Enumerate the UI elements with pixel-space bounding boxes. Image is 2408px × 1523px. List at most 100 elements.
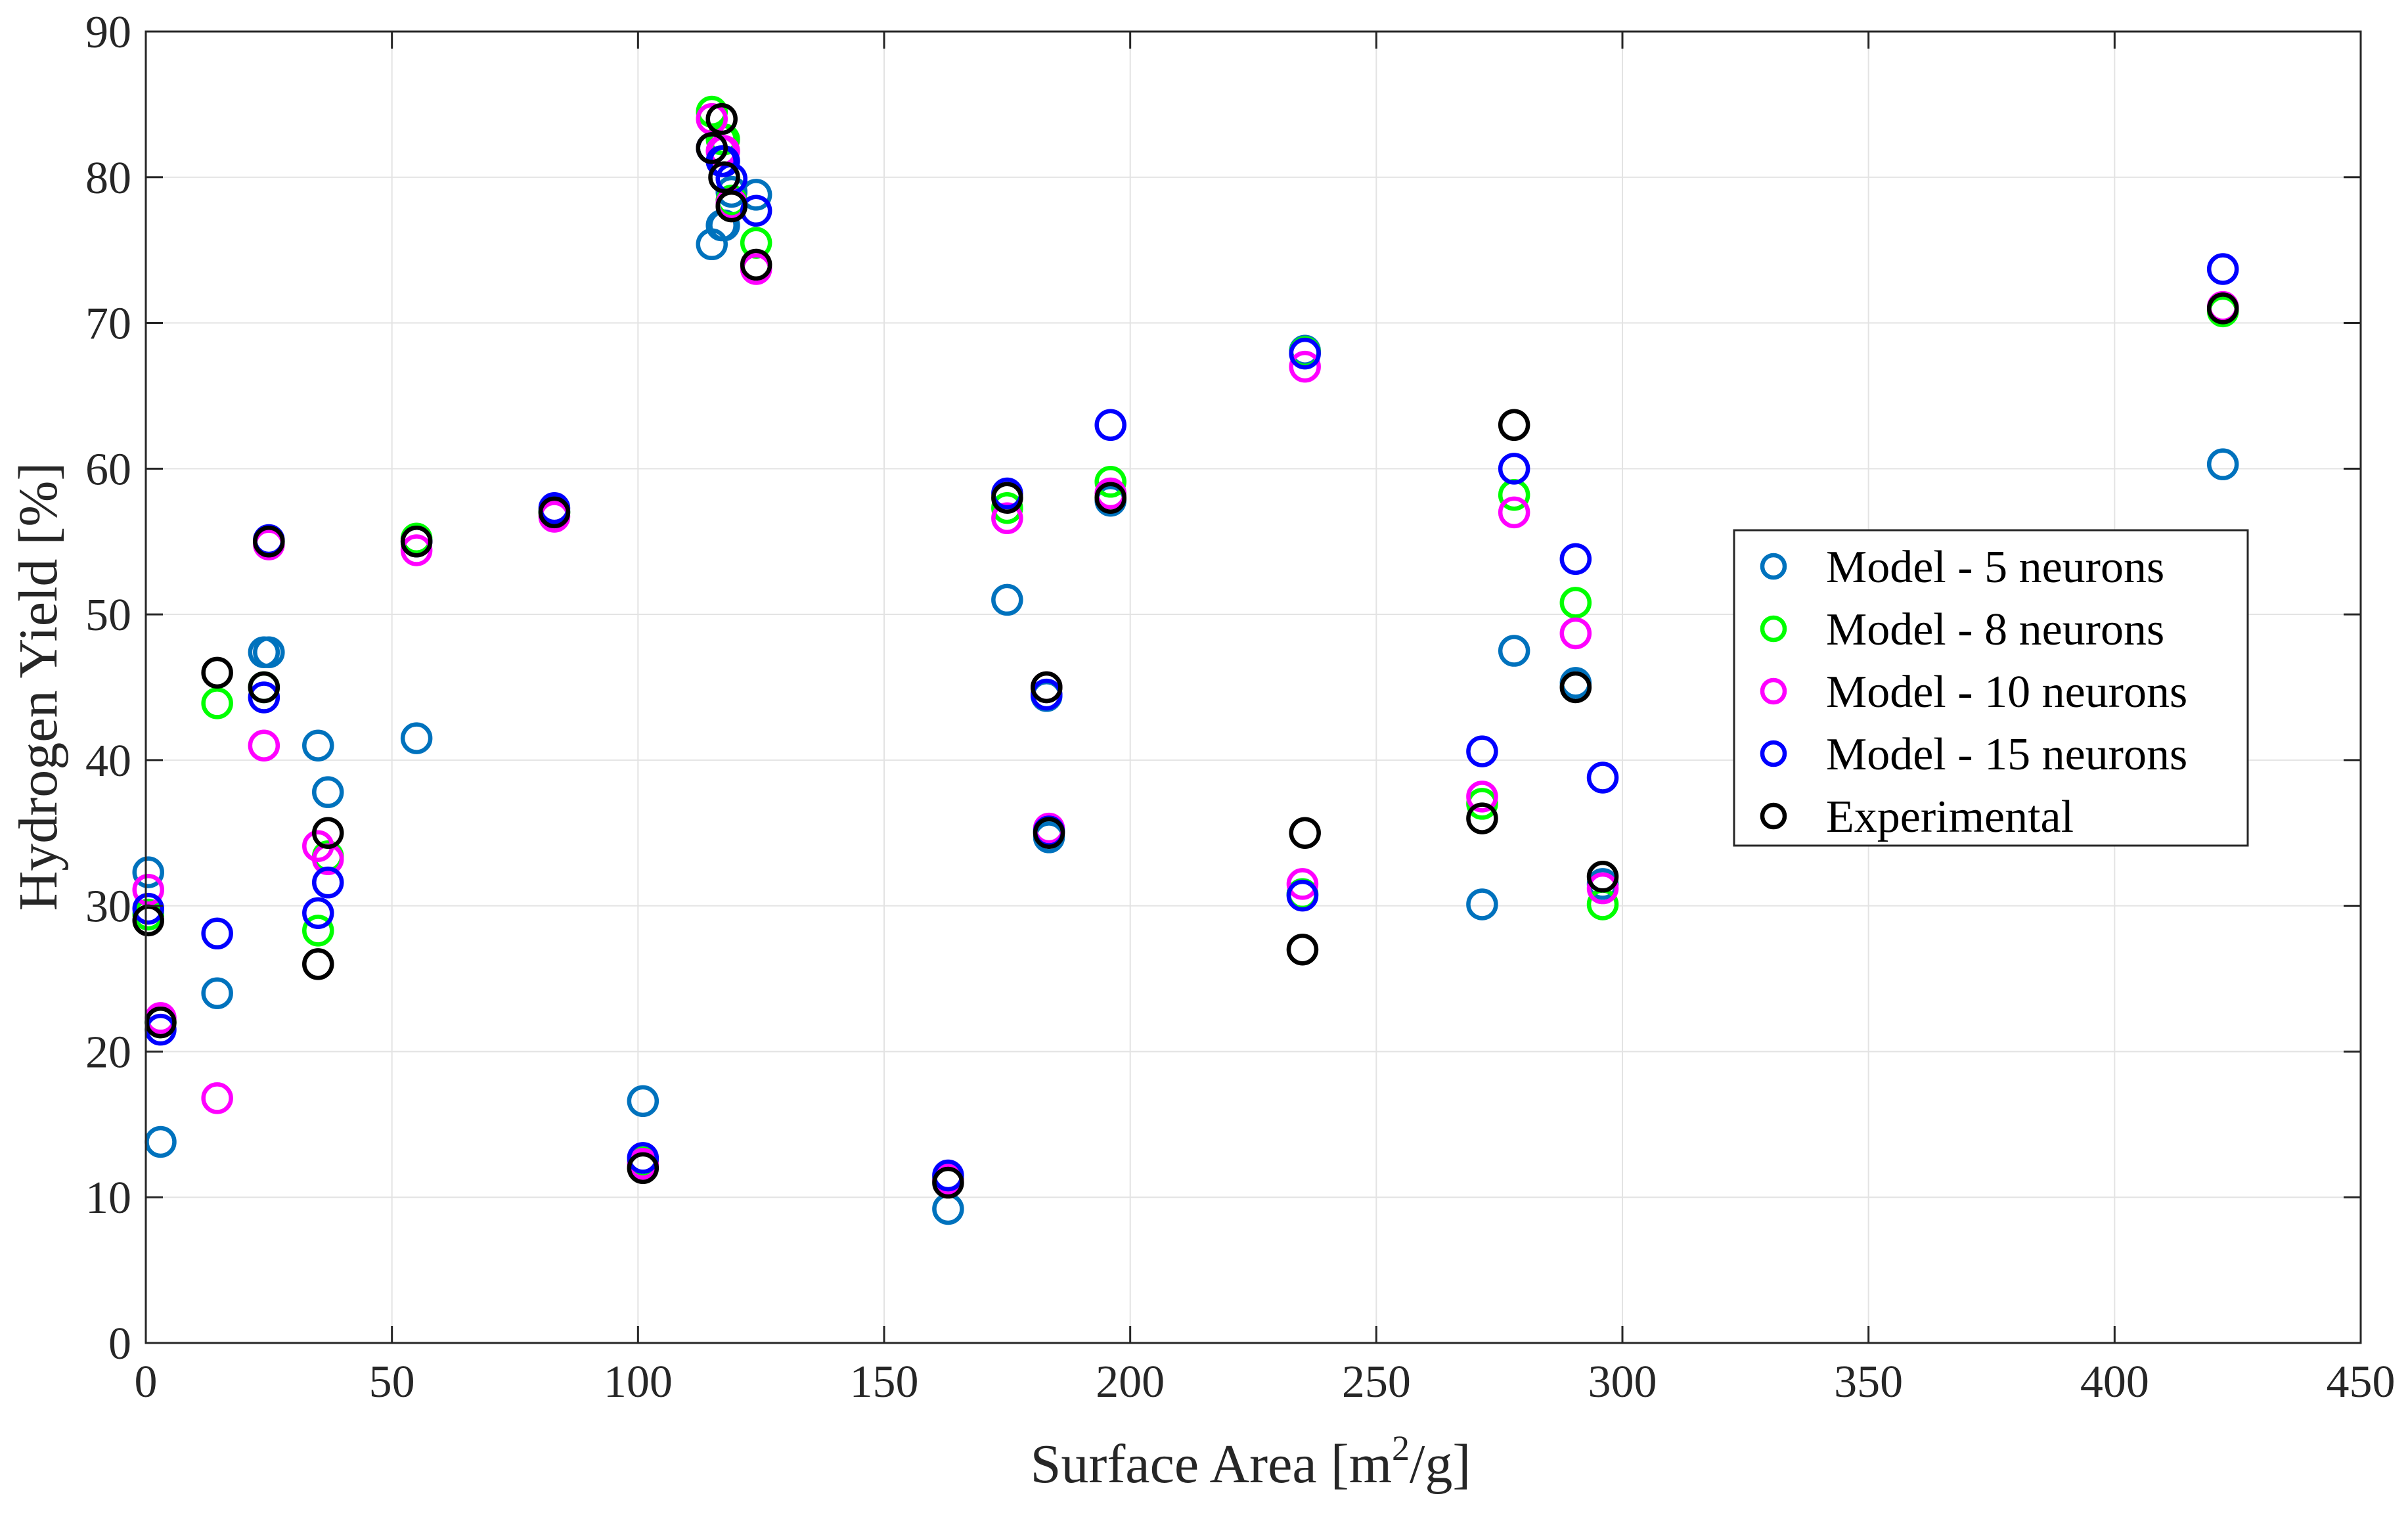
data-point bbox=[400, 525, 433, 558]
data-point bbox=[312, 866, 344, 899]
data-point bbox=[1466, 781, 1498, 813]
data-point bbox=[132, 892, 164, 925]
data-point bbox=[627, 1085, 659, 1118]
data-point bbox=[705, 102, 738, 135]
x-tick-label: 250 bbox=[1342, 1357, 1411, 1407]
data-point bbox=[1586, 762, 1619, 794]
data-point bbox=[1586, 861, 1619, 893]
data-point bbox=[302, 729, 334, 762]
x-axis-title-suffix: /g] bbox=[1410, 1434, 1471, 1495]
axes bbox=[145, 30, 2362, 1344]
x-tick-label: 150 bbox=[850, 1357, 919, 1407]
x-tick-label: 350 bbox=[1834, 1357, 1903, 1407]
data-point bbox=[1559, 543, 1592, 576]
data-point bbox=[627, 1152, 659, 1185]
data-point bbox=[201, 687, 233, 719]
y-tick-label: 90 bbox=[85, 7, 131, 58]
legend-marker bbox=[1760, 553, 1787, 580]
data-point bbox=[1466, 888, 1498, 921]
data-point bbox=[1559, 671, 1592, 704]
legend-label: Experimental bbox=[1826, 792, 2074, 842]
data-point bbox=[627, 1142, 659, 1174]
data-point bbox=[1466, 735, 1498, 767]
data-point bbox=[991, 583, 1023, 616]
data-point bbox=[1286, 933, 1319, 966]
data-point bbox=[1498, 409, 1530, 442]
data-point bbox=[201, 656, 233, 689]
data-point bbox=[400, 722, 433, 754]
data-point bbox=[2206, 292, 2239, 325]
data-point bbox=[132, 856, 164, 888]
data-point bbox=[1466, 802, 1498, 834]
legend-marker bbox=[1760, 740, 1787, 767]
data-point bbox=[932, 1166, 964, 1199]
data-point bbox=[400, 534, 433, 566]
data-point bbox=[248, 729, 280, 762]
x-tick-label: 450 bbox=[2327, 1357, 2396, 1407]
data-point bbox=[1586, 872, 1619, 905]
data-point bbox=[1498, 635, 1530, 667]
data-point bbox=[1033, 817, 1065, 850]
data-point bbox=[1289, 817, 1321, 850]
data-point bbox=[740, 194, 772, 227]
data-point bbox=[302, 897, 334, 930]
data-point bbox=[708, 161, 740, 194]
legend: Model - 5 neurons Model - 8 neurons Model … bbox=[1733, 529, 2249, 847]
data-point bbox=[1498, 496, 1530, 529]
y-tick-label: 30 bbox=[85, 882, 131, 932]
data-point bbox=[991, 502, 1023, 534]
data-point bbox=[248, 671, 280, 704]
data-point bbox=[248, 681, 280, 714]
x-tick-label: 400 bbox=[2080, 1357, 2149, 1407]
x-tick-label: 100 bbox=[604, 1357, 673, 1407]
data-point bbox=[1031, 671, 1063, 704]
legend-box bbox=[1733, 529, 2249, 847]
legend-marker bbox=[1760, 802, 1787, 830]
data-point bbox=[201, 977, 233, 1009]
data-point bbox=[2206, 253, 2239, 285]
data-point bbox=[302, 948, 334, 980]
x-tick-label: 50 bbox=[369, 1357, 415, 1407]
series-4 bbox=[132, 102, 2239, 1199]
data-point bbox=[1094, 482, 1126, 514]
data-point bbox=[740, 248, 772, 281]
data-point bbox=[1289, 337, 1321, 370]
x-tick-label: 300 bbox=[1588, 1357, 1657, 1407]
y-tick-label: 40 bbox=[85, 736, 131, 786]
legend-label: Model - 5 neurons bbox=[1826, 542, 2164, 593]
x-tick-label: 0 bbox=[135, 1357, 158, 1407]
y-tick-label: 50 bbox=[85, 590, 131, 641]
y-tick-label: 70 bbox=[85, 299, 131, 350]
data-point bbox=[132, 874, 164, 906]
x-axis-title-superscript: 2 bbox=[1392, 1428, 1410, 1468]
data-point bbox=[991, 491, 1023, 524]
y-tick-label: 0 bbox=[108, 1319, 131, 1369]
data-point bbox=[538, 496, 571, 529]
legend-label: Model - 10 neurons bbox=[1826, 667, 2187, 717]
data-point bbox=[696, 132, 728, 164]
y-tick-label: 80 bbox=[85, 153, 131, 204]
legend-label: Model - 15 neurons bbox=[1826, 729, 2187, 780]
data-point bbox=[991, 482, 1023, 514]
legend-marker bbox=[1760, 677, 1787, 705]
data-point bbox=[1094, 466, 1126, 498]
tick-labels: 0 50 100 150 200 250 300 350 400 450 0 10 20 30 40 50 60… bbox=[85, 7, 2396, 1407]
data-point bbox=[312, 776, 344, 808]
data-point bbox=[2206, 448, 2239, 480]
data-point bbox=[201, 1082, 233, 1114]
legend-label: Model - 8 neurons bbox=[1826, 604, 2164, 655]
y-axis-title: Hydrogen Yield [%] bbox=[8, 463, 69, 911]
y-tick-label: 10 bbox=[85, 1173, 131, 1223]
data-markers bbox=[132, 95, 2239, 1225]
data-point bbox=[1289, 350, 1321, 383]
data-point bbox=[302, 915, 334, 947]
x-axis-title-main: Surface Area [m bbox=[1031, 1434, 1392, 1495]
data-point bbox=[312, 817, 344, 850]
y-tick-label: 60 bbox=[85, 444, 131, 495]
data-point bbox=[1094, 409, 1126, 442]
plot-frame bbox=[145, 30, 2362, 1344]
data-point bbox=[1559, 587, 1592, 619]
x-tick-label: 200 bbox=[1096, 1357, 1165, 1407]
data-point bbox=[253, 636, 285, 669]
